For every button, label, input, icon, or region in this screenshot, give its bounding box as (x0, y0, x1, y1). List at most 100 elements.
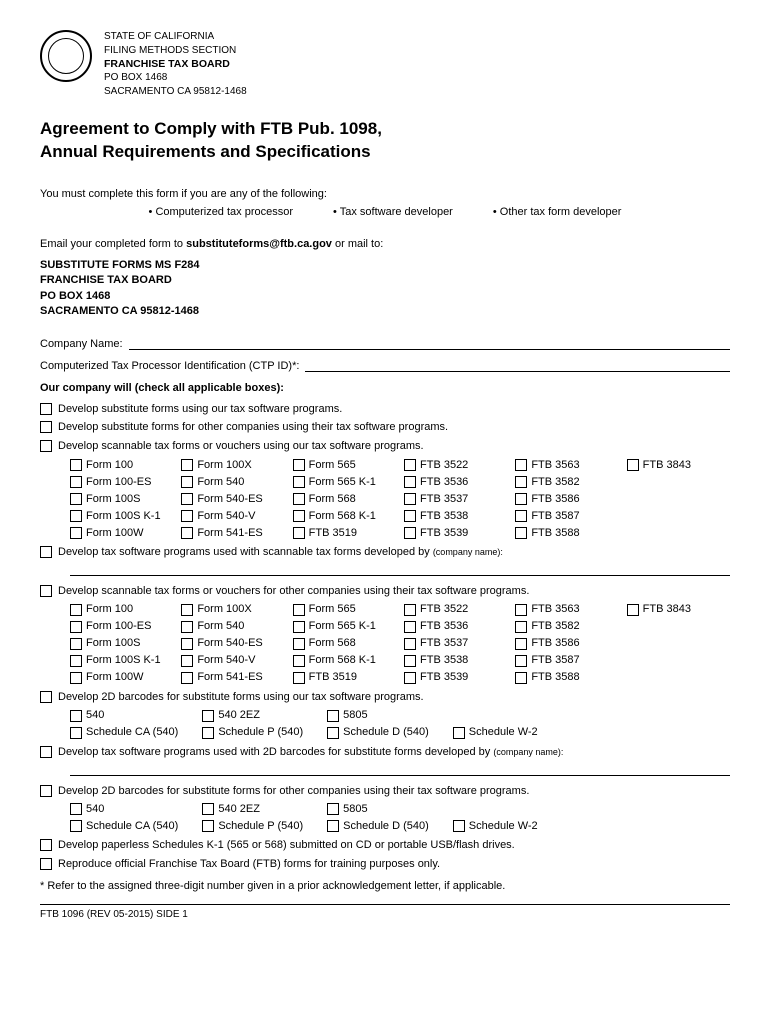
checkbox[interactable] (293, 527, 305, 539)
checkbox[interactable] (70, 710, 82, 722)
checkbox[interactable] (515, 672, 527, 684)
checkbox[interactable] (515, 459, 527, 471)
checkbox[interactable] (293, 459, 305, 471)
checkbox[interactable] (181, 655, 193, 667)
header-board: FRANCHISE TAX BOARD (104, 57, 247, 71)
checkbox[interactable] (404, 672, 416, 684)
checkbox[interactable] (181, 510, 193, 522)
checkbox[interactable] (181, 527, 193, 539)
checkbox[interactable] (40, 746, 52, 758)
checkbox-label: Develop tax software programs used with … (58, 545, 503, 560)
checkbox[interactable] (293, 476, 305, 488)
checkbox[interactable] (70, 655, 82, 667)
checkbox[interactable] (327, 727, 339, 739)
checkbox[interactable] (70, 672, 82, 684)
checkbox[interactable] (181, 672, 193, 684)
checkbox[interactable] (453, 820, 465, 832)
form-checkbox-item: FTB 3539 (404, 526, 507, 539)
checkbox[interactable] (293, 621, 305, 633)
checkbox[interactable] (202, 803, 214, 815)
checkbox[interactable] (327, 803, 339, 815)
checkbox[interactable] (293, 510, 305, 522)
checkbox[interactable] (404, 604, 416, 616)
checkbox[interactable] (181, 476, 193, 488)
checkbox[interactable] (70, 493, 82, 505)
form-checkbox-item: FTB 3539 (404, 671, 507, 684)
checkbox[interactable] (40, 403, 52, 415)
ctp-id-field[interactable]: Computerized Tax Processor Identificatio… (40, 360, 730, 372)
form-label: FTB 3536 (420, 476, 468, 488)
checkbox[interactable] (515, 655, 527, 667)
checkbox[interactable] (404, 655, 416, 667)
form-label: 540 2EZ (218, 803, 260, 815)
checkbox[interactable] (40, 785, 52, 797)
checkbox[interactable] (404, 476, 416, 488)
form-label: Form 100S K-1 (86, 654, 161, 666)
checkbox[interactable] (515, 621, 527, 633)
checkbox[interactable] (181, 459, 193, 471)
form-label: Form 540-ES (197, 637, 262, 649)
form-checkbox-item: Form 540-ES (181, 637, 284, 650)
checkbox[interactable] (627, 604, 639, 616)
checkbox[interactable] (404, 621, 416, 633)
checkbox[interactable] (515, 493, 527, 505)
checkbox[interactable] (70, 476, 82, 488)
checkbox-label: Develop substitute forms for other compa… (58, 420, 448, 435)
underline[interactable] (70, 764, 730, 776)
underline[interactable] (70, 564, 730, 576)
checkbox[interactable] (293, 655, 305, 667)
checkbox[interactable] (70, 604, 82, 616)
checkbox[interactable] (404, 493, 416, 505)
checkbox[interactable] (202, 710, 214, 722)
checkbox[interactable] (40, 839, 52, 851)
checkbox[interactable] (70, 510, 82, 522)
checkbox[interactable] (40, 421, 52, 433)
checkbox[interactable] (181, 638, 193, 650)
header-pobox: PO BOX 1468 (104, 71, 247, 85)
checkbox[interactable] (70, 621, 82, 633)
checkbox[interactable] (404, 459, 416, 471)
checkbox[interactable] (70, 727, 82, 739)
company-name-field[interactable]: Company Name: (40, 338, 730, 350)
form-label: FTB 3563 (531, 603, 579, 615)
checkbox[interactable] (627, 459, 639, 471)
checkbox[interactable] (404, 510, 416, 522)
checkbox[interactable] (404, 527, 416, 539)
checkbox-label: Develop scannable tax forms or vouchers … (58, 584, 529, 599)
checkbox[interactable] (70, 803, 82, 815)
checkbox[interactable] (181, 604, 193, 616)
checkbox[interactable] (327, 820, 339, 832)
checkbox[interactable] (293, 604, 305, 616)
form-label: 540 2EZ (218, 709, 260, 721)
checkbox[interactable] (40, 858, 52, 870)
checkbox[interactable] (40, 691, 52, 703)
checkbox[interactable] (515, 604, 527, 616)
checkbox[interactable] (293, 638, 305, 650)
checkbox[interactable] (40, 546, 52, 558)
checkbox[interactable] (70, 527, 82, 539)
checkbox[interactable] (515, 510, 527, 522)
checkbox[interactable] (515, 476, 527, 488)
form-checkbox-item: 540 (70, 802, 178, 815)
checkbox[interactable] (40, 440, 52, 452)
form-label: Form 100S K-1 (86, 510, 161, 522)
checkbox[interactable] (70, 459, 82, 471)
form-checkbox-item: Form 568 K-1 (293, 509, 396, 522)
checkbox[interactable] (40, 585, 52, 597)
checkbox[interactable] (293, 493, 305, 505)
checkbox[interactable] (70, 820, 82, 832)
checkbox[interactable] (515, 527, 527, 539)
checkbox[interactable] (327, 710, 339, 722)
form-checkbox-item: Form 100S (70, 492, 173, 505)
checkbox[interactable] (404, 638, 416, 650)
form-checkbox-item: FTB 3563 (515, 458, 618, 471)
checkbox[interactable] (293, 672, 305, 684)
checkbox[interactable] (453, 727, 465, 739)
form-label: Form 100-ES (86, 476, 151, 488)
checkbox[interactable] (202, 820, 214, 832)
checkbox[interactable] (181, 621, 193, 633)
checkbox[interactable] (202, 727, 214, 739)
checkbox[interactable] (181, 493, 193, 505)
checkbox[interactable] (515, 638, 527, 650)
checkbox[interactable] (70, 638, 82, 650)
